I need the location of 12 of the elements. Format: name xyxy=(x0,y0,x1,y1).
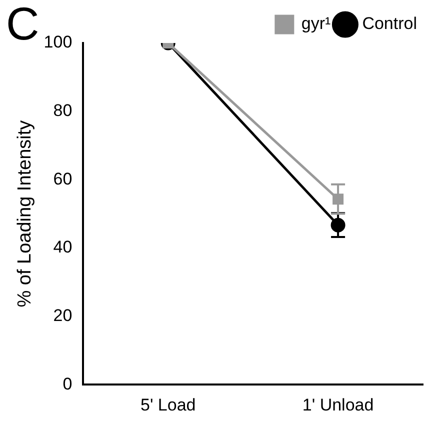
y-axis-title: % of Loading Intensity xyxy=(14,120,36,308)
y-tick-label: 80 xyxy=(53,101,72,120)
x-tick-label: 1' Unload xyxy=(302,395,374,414)
legend-label: Control xyxy=(362,14,418,34)
y-tick-label: 60 xyxy=(53,169,72,188)
legend-label: gyr¹ xyxy=(301,14,332,34)
x-tick-label: 5' Load xyxy=(140,395,196,414)
text: C xyxy=(6,0,40,50)
y-tick-label: 100 xyxy=(44,32,72,52)
y-tick-label: 20 xyxy=(53,306,72,325)
y-tick-label: 40 xyxy=(53,238,72,257)
y-tick-label: 0 xyxy=(62,374,72,394)
